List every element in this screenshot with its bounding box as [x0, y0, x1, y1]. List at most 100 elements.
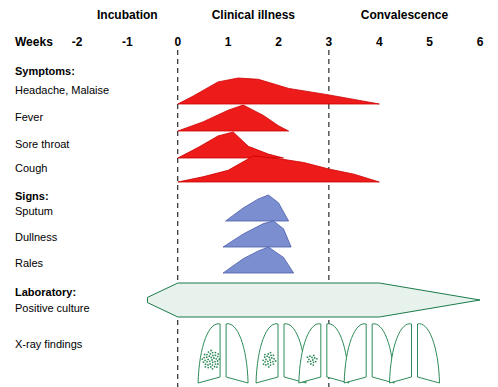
infiltrate-dot [215, 354, 217, 356]
infiltrate-dot [265, 364, 267, 366]
lung [226, 324, 248, 383]
infiltrate-dot [213, 357, 215, 359]
infiltrate-dot [212, 355, 214, 357]
tick-label: -1 [122, 35, 133, 49]
infiltrate-dot [313, 355, 315, 357]
infiltrate-dot [216, 366, 218, 368]
infiltrate-dot [268, 366, 270, 368]
phase-label: Convalescence [361, 8, 449, 22]
infiltrate-dot [209, 360, 211, 362]
phase-label: Clinical illness [212, 8, 296, 22]
symptom-area [178, 78, 379, 104]
infiltrate-dot [273, 358, 275, 360]
infiltrate-dot [206, 356, 208, 358]
infiltrate-dot [310, 363, 312, 365]
phase-boundary [177, 50, 178, 387]
xray-lungs [198, 324, 248, 383]
tick-label: 5 [426, 35, 433, 49]
infiltrate-dot [272, 361, 274, 363]
infiltrate-dot [209, 363, 211, 365]
infiltrate-dot [309, 355, 311, 357]
infiltrate-dot [307, 356, 309, 358]
infiltrate-dot [212, 352, 214, 354]
infiltrate-dot [219, 358, 221, 360]
axis-label: Weeks [15, 35, 53, 49]
infiltrate-dot [208, 355, 210, 357]
infiltrate-dot [307, 361, 309, 363]
infiltrate-dot [212, 364, 214, 366]
series-label: Dullness [15, 231, 58, 243]
infiltrate-dot [207, 367, 209, 369]
infiltrate-dot [270, 364, 272, 366]
series-label: Positive culture [15, 302, 90, 314]
series-label: Headache, Malaise [15, 84, 109, 96]
group-title: Signs: [15, 190, 49, 202]
series-label: Rales [15, 257, 44, 269]
infiltrate-dot [263, 363, 265, 365]
infiltrate-dot [267, 353, 269, 355]
infiltrate-dot [217, 356, 219, 358]
tick-label: 0 [174, 35, 181, 49]
infiltrate-dot [217, 360, 219, 362]
infiltrate-dot [208, 351, 210, 353]
infiltrate-dot [204, 354, 206, 356]
infiltrate-dot [316, 358, 318, 360]
group-title: Symptoms: [15, 65, 75, 77]
lung [198, 324, 220, 383]
infiltrate-dot [215, 358, 217, 360]
infiltrate-dot [270, 355, 272, 357]
tick-label: 1 [225, 35, 232, 49]
lung [256, 324, 278, 383]
infiltrate-dot [314, 357, 316, 359]
infiltrate-dot [264, 356, 266, 358]
infiltrate-dot [214, 361, 216, 363]
plot-area [148, 78, 481, 383]
symptom-area [223, 247, 294, 273]
infiltrate-dot [313, 361, 315, 363]
infiltrate-dot [315, 361, 317, 363]
infiltrate-dot [204, 359, 206, 361]
infiltrate-dot [262, 359, 264, 361]
infiltrate-dot [210, 357, 212, 359]
symptom-area [178, 132, 284, 158]
infiltrate-dot [205, 363, 207, 365]
series-label: Cough [15, 162, 47, 174]
infiltrate-dot [204, 366, 206, 368]
infiltrate-dot [310, 360, 312, 362]
infiltrate-dot [267, 360, 269, 362]
infiltrate-dot [217, 353, 219, 355]
series-label: Sputum [15, 205, 53, 217]
infiltrate-dot [270, 361, 272, 363]
phase-label: Incubation [97, 8, 158, 22]
tick-label: -2 [72, 35, 83, 49]
infiltrate-dot [275, 360, 277, 362]
infiltrate-dot [267, 363, 269, 365]
infiltrate-dot [311, 357, 313, 359]
xray-lungs [344, 324, 394, 383]
infiltrate-dot [266, 355, 268, 357]
infiltrate-dot [271, 357, 273, 359]
series-label: Sore throat [15, 138, 69, 150]
infiltrate-dot [308, 359, 310, 361]
infiltrate-dot [270, 352, 272, 354]
group-title: Laboratory: [15, 286, 76, 298]
infiltrate-dot [211, 359, 213, 361]
infiltrate-dot [207, 359, 209, 361]
infiltrate-dot [201, 358, 203, 360]
lung [344, 324, 366, 383]
symptom-area [178, 105, 289, 131]
infiltrate-dot [212, 368, 214, 370]
lung [418, 324, 440, 383]
infiltrate-dot [312, 364, 314, 366]
culture-band [148, 283, 481, 317]
xray-lungs [390, 324, 440, 383]
infiltrate-dot [203, 357, 205, 359]
infiltrate-dot [217, 363, 219, 365]
infiltrate-dot [210, 366, 212, 368]
infiltrate-dot [206, 361, 208, 363]
infiltrate-dot [206, 354, 208, 356]
tick-label: 2 [275, 35, 282, 49]
series-label: Fever [15, 111, 43, 123]
tick-label: 3 [326, 35, 333, 49]
infiltrate-dot [273, 354, 275, 356]
